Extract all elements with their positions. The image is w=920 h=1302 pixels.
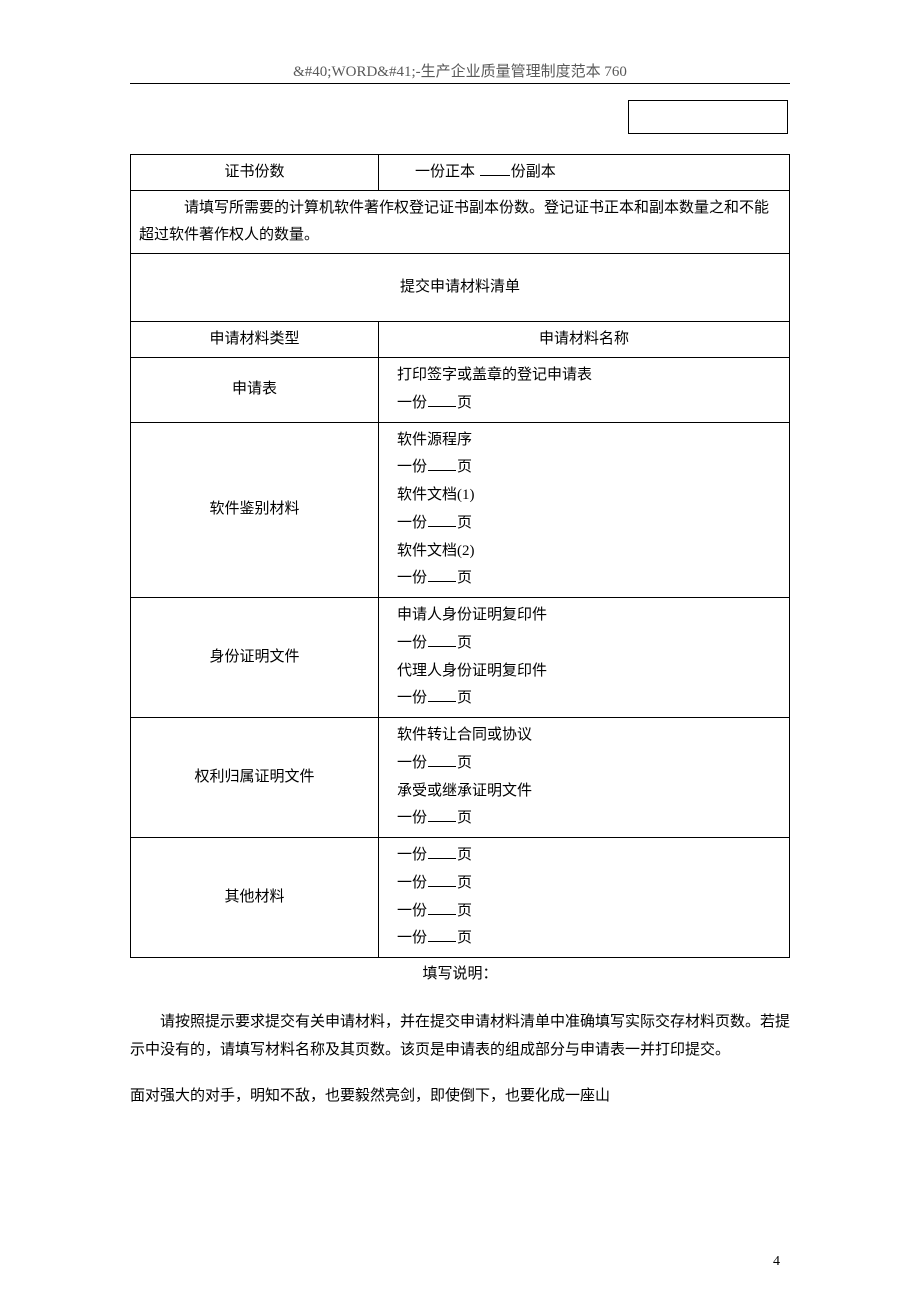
material-line: 一份页 — [397, 750, 781, 778]
material-type-cell: 身份证明文件 — [131, 598, 379, 718]
cert-copies-value: 一份正本 份副本 — [379, 155, 790, 191]
material-line: 一份页 — [397, 390, 781, 418]
table-row: 其他材料一份页一份页一份页一份页 — [131, 838, 790, 958]
blank-field — [428, 752, 456, 767]
cert-suffix: 份副本 — [511, 164, 556, 180]
material-type-cell: 软件鉴别材料 — [131, 422, 379, 598]
cert-prefix: 一份正本 — [415, 164, 479, 180]
materials-table: 证书份数 一份正本 份副本 请填写所需要的计算机软件著作权登记证书副本份数。登记… — [130, 154, 790, 958]
material-line: 代理人身份证明复印件 — [397, 658, 781, 686]
material-line: 一份页 — [397, 898, 781, 926]
material-line: 一份页 — [397, 805, 781, 833]
material-name-cell: 申请人身份证明复印件一份页代理人身份证明复印件一份页 — [379, 598, 790, 718]
blank-field — [428, 844, 456, 859]
material-name-cell: 软件转让合同或协议一份页承受或继承证明文件一份页 — [379, 718, 790, 838]
material-type-cell: 权利归属证明文件 — [131, 718, 379, 838]
blank-field — [428, 392, 456, 407]
page-header: &#40;WORD&#41;-生产企业质量管理制度范本 760 — [130, 60, 790, 84]
blank-field — [428, 807, 456, 822]
blank-field — [428, 456, 456, 471]
blank-field — [428, 687, 456, 702]
material-line: 一份页 — [397, 685, 781, 713]
table-row: 权利归属证明文件软件转让合同或协议一份页承受或继承证明文件一份页 — [131, 718, 790, 838]
page-number: 4 — [773, 1254, 780, 1270]
note-text: 请填写所需要的计算机软件著作权登记证书副本份数。登记证书正本和副本数量之和不能超… — [139, 195, 781, 249]
material-line: 软件文档(2) — [397, 538, 781, 566]
material-line: 软件转让合同或协议 — [397, 722, 781, 750]
material-line: 申请人身份证明复印件 — [397, 602, 781, 630]
row-note: 请填写所需要的计算机软件著作权登记证书副本份数。登记证书正本和副本数量之和不能超… — [131, 191, 790, 254]
material-line: 一份页 — [397, 454, 781, 482]
note-cell: 请填写所需要的计算机软件著作权登记证书副本份数。登记证书正本和副本数量之和不能超… — [131, 191, 790, 254]
material-line: 一份页 — [397, 565, 781, 593]
top-right-box — [628, 100, 788, 134]
col-type-header: 申请材料类型 — [131, 322, 379, 358]
material-name-cell: 一份页一份页一份页一份页 — [379, 838, 790, 958]
material-line: 软件源程序 — [397, 427, 781, 455]
blank-field — [428, 927, 456, 942]
instruction-paragraph: 请按照提示要求提交有关申请材料，并在提交申请材料清单中准确填写实际交存材料页数。… — [130, 1009, 790, 1065]
blank-field — [428, 900, 456, 915]
material-line: 打印签字或盖章的登记申请表 — [397, 362, 781, 390]
row-section-title: 提交申请材料清单 — [131, 254, 790, 322]
blank-field — [480, 161, 510, 176]
material-line: 一份页 — [397, 510, 781, 538]
row-headers: 申请材料类型 申请材料名称 — [131, 322, 790, 358]
material-line: 一份页 — [397, 925, 781, 953]
material-line: 一份页 — [397, 630, 781, 658]
material-line: 一份页 — [397, 842, 781, 870]
material-name-cell: 软件源程序一份页软件文档(1)一份页软件文档(2)一份页 — [379, 422, 790, 598]
table-row: 软件鉴别材料软件源程序一份页软件文档(1)一份页软件文档(2)一份页 — [131, 422, 790, 598]
blank-field — [428, 872, 456, 887]
material-line: 软件文档(1) — [397, 482, 781, 510]
footer-quote: 面对强大的对手，明知不敌，也要毅然亮剑，即使倒下，也要化成一座山 — [130, 1083, 790, 1111]
row-cert-copies: 证书份数 一份正本 份副本 — [131, 155, 790, 191]
material-line: 承受或继承证明文件 — [397, 778, 781, 806]
blank-field — [428, 632, 456, 647]
section-title: 提交申请材料清单 — [131, 254, 790, 322]
material-type-cell: 其他材料 — [131, 838, 379, 958]
blank-field — [428, 512, 456, 527]
col-name-header: 申请材料名称 — [379, 322, 790, 358]
table-row: 身份证明文件申请人身份证明复印件一份页代理人身份证明复印件一份页 — [131, 598, 790, 718]
cert-copies-label: 证书份数 — [131, 155, 379, 191]
material-name-cell: 打印签字或盖章的登记申请表一份页 — [379, 358, 790, 423]
material-line: 一份页 — [397, 870, 781, 898]
caption: 填写说明： — [130, 962, 790, 983]
material-type-cell: 申请表 — [131, 358, 379, 423]
table-row: 申请表打印签字或盖章的登记申请表一份页 — [131, 358, 790, 423]
blank-field — [428, 567, 456, 582]
